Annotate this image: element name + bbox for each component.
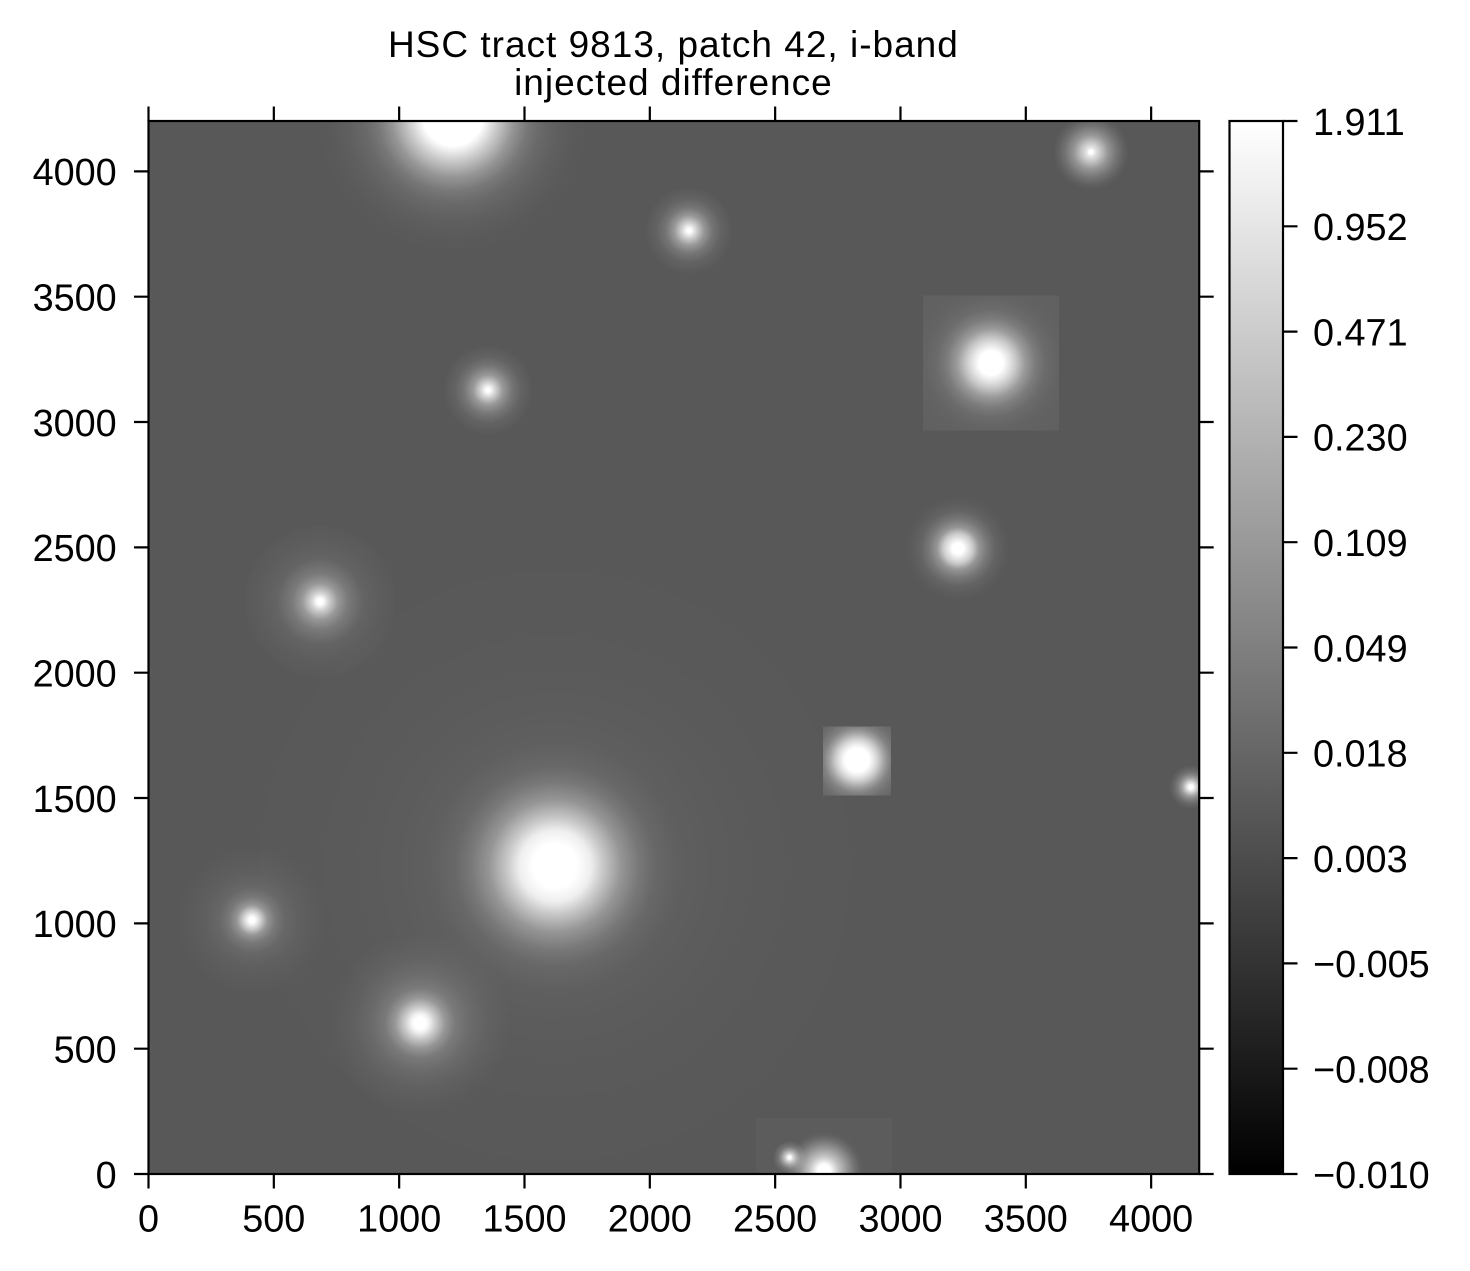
svg-text:2500: 2500 [33,528,117,570]
svg-text:0.952: 0.952 [1313,207,1408,249]
svg-text:2000: 2000 [33,654,117,696]
svg-text:−0.008: −0.008 [1313,1050,1430,1092]
svg-text:1000: 1000 [33,904,117,946]
svg-text:500: 500 [54,1030,117,1072]
svg-text:1500: 1500 [33,779,117,821]
svg-text:injected difference: injected difference [514,62,833,103]
svg-text:0.230: 0.230 [1313,418,1408,460]
svg-text:3000: 3000 [33,403,117,445]
svg-text:−0.005: −0.005 [1313,944,1430,986]
svg-text:2000: 2000 [608,1198,692,1240]
svg-text:3000: 3000 [858,1198,942,1240]
svg-text:2500: 2500 [733,1198,817,1240]
svg-text:1500: 1500 [482,1198,566,1240]
svg-text:4000: 4000 [1109,1198,1193,1240]
svg-text:0.049: 0.049 [1313,628,1408,670]
svg-text:0: 0 [96,1155,117,1197]
svg-text:0.018: 0.018 [1313,734,1408,776]
svg-text:500: 500 [242,1198,305,1240]
svg-text:1.911: 1.911 [1313,102,1405,144]
svg-text:0.003: 0.003 [1313,839,1408,881]
svg-text:0: 0 [138,1198,159,1240]
svg-text:HSC tract 9813, patch 42, i-ba: HSC tract 9813, patch 42, i-band [388,24,959,65]
svg-text:1000: 1000 [357,1198,441,1240]
svg-text:4000: 4000 [33,152,117,194]
svg-text:−0.010: −0.010 [1313,1155,1430,1197]
svg-text:0.471: 0.471 [1313,312,1408,354]
svg-text:3500: 3500 [33,278,117,320]
svg-text:3500: 3500 [984,1198,1068,1240]
svg-text:0.109: 0.109 [1313,523,1408,565]
